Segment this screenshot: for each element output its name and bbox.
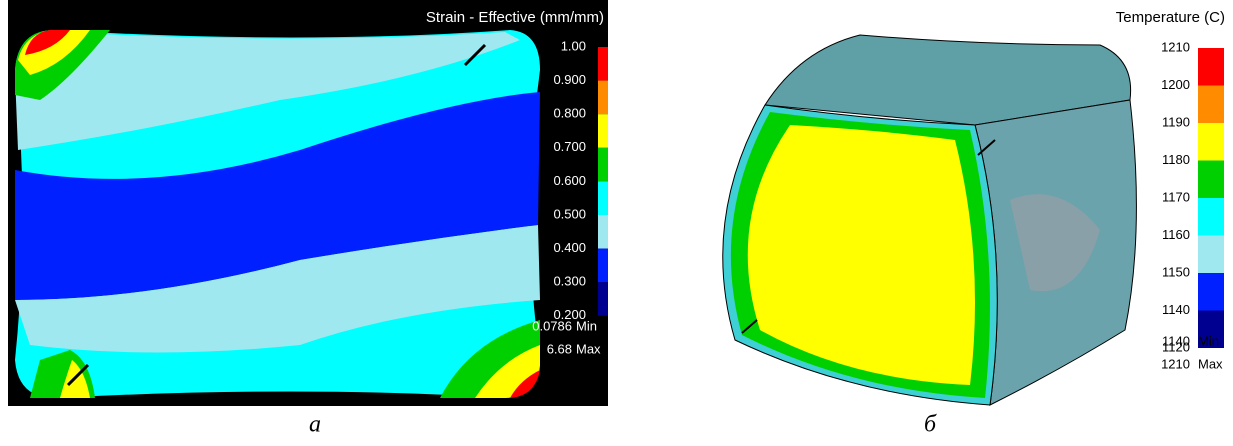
min-label: Min <box>1198 333 1219 348</box>
legend-label: 1160 <box>1162 227 1190 242</box>
legend-label: 0.400 <box>553 240 586 255</box>
legend-swatch <box>598 248 608 283</box>
legend-label: 1200 <box>1161 77 1190 92</box>
legend-label: 1180 <box>1162 152 1190 167</box>
max-label: Max <box>576 341 601 356</box>
corner <box>510 370 540 398</box>
legend-label: 0.500 <box>553 206 586 221</box>
legend-label: 1.00 <box>561 38 586 53</box>
legend-swatch <box>1198 123 1224 161</box>
legend-label: 0.300 <box>553 274 586 289</box>
legend-swatch <box>1198 198 1224 236</box>
legend-label: 1120 <box>1162 339 1190 354</box>
legend-swatch <box>1198 310 1224 348</box>
legend-swatch <box>1198 273 1224 311</box>
band-light-2 <box>15 225 540 353</box>
max-value: 1210 <box>1161 356 1190 371</box>
legend-label: 1140 <box>1162 302 1190 317</box>
marker <box>977 139 996 156</box>
legend-label: 0.800 <box>553 106 586 121</box>
legend-swatch <box>1198 48 1224 86</box>
band-blue <box>15 92 540 300</box>
min-value: 1140 <box>1162 333 1190 348</box>
legend-label: 0.700 <box>553 139 586 154</box>
marker <box>463 43 487 67</box>
legend-swatch <box>1198 235 1224 273</box>
legend-label: 1170 <box>1162 189 1190 204</box>
front-yellow <box>747 125 975 385</box>
corner <box>25 30 70 55</box>
band-light <box>15 32 520 150</box>
legend-label: 0.200 <box>553 307 586 322</box>
max-label: Max <box>1198 356 1223 371</box>
marker <box>741 319 758 334</box>
legend-label: 1190 <box>1162 114 1190 129</box>
legend-swatch <box>598 215 608 249</box>
legend-label: 0.900 <box>553 72 586 87</box>
top-face <box>764 34 1132 126</box>
legend-label: 1150 <box>1162 264 1190 279</box>
legend-swatch <box>598 147 608 182</box>
legend-swatch <box>598 114 608 148</box>
marker <box>66 363 90 387</box>
legend-swatch <box>598 181 608 215</box>
legend-swatch <box>598 80 608 115</box>
min-value: 0.0786 <box>532 318 572 333</box>
min-label: Min <box>576 318 597 333</box>
legend-title: Temperature (C) <box>1116 9 1225 26</box>
max-value: 6.68 <box>547 341 572 356</box>
caption: а <box>309 412 321 438</box>
caption: б <box>924 412 937 438</box>
legend-label: 0.600 <box>553 173 586 188</box>
side-patch <box>1010 194 1100 292</box>
legend-swatch <box>1198 160 1224 198</box>
legend-title: Strain - Effective (mm/mm) <box>426 9 604 26</box>
legend-swatch <box>598 47 608 81</box>
legend-swatch <box>1198 85 1224 123</box>
legend-swatch <box>598 282 608 316</box>
legend-label: 1210 <box>1161 39 1190 54</box>
